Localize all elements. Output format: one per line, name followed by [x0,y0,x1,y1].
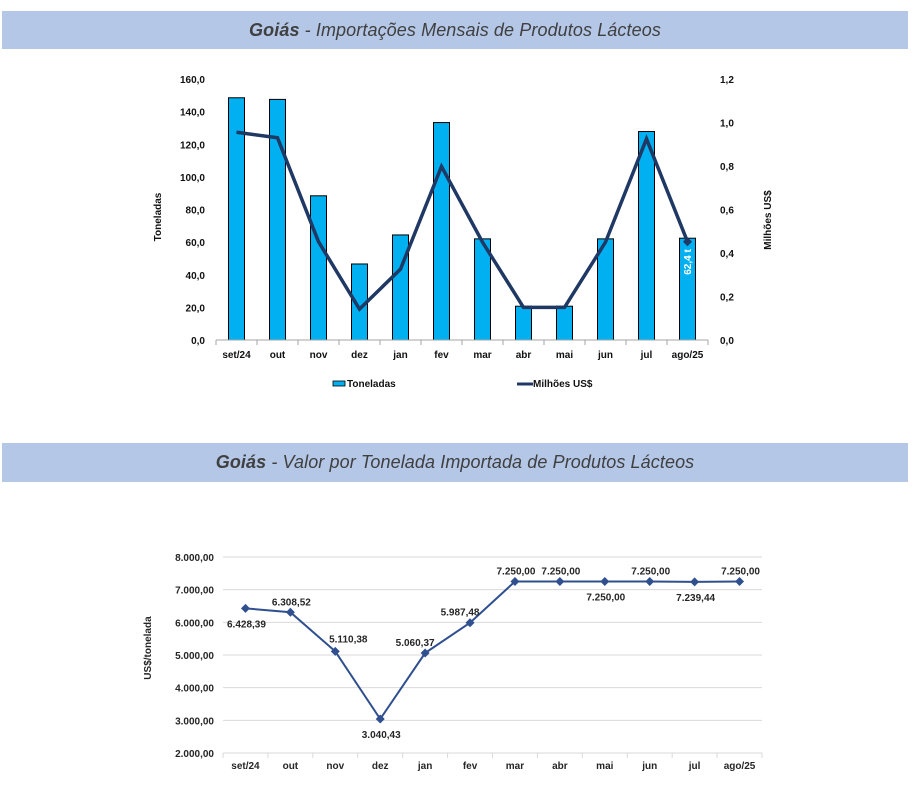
x-axis-category-label: jul [688,761,701,772]
data-point-marker [690,577,700,587]
x-axis-category-label: jan [417,761,432,772]
data-point-marker [285,607,295,617]
bar-data-label: 62,4 t [683,249,694,275]
data-point-marker [645,577,655,586]
y-axis-tick-label: 3.000,00 [175,716,214,727]
y-axis-tick-label: 2.000,00 [175,749,214,760]
x-axis-category-label: out [270,350,286,361]
data-point-label: 5.060,37 [396,638,435,649]
y-axis-tick-label: 40,0 [186,271,206,282]
y-axis-tick-label: 5.000,00 [175,651,214,662]
x-axis-category-label: set/24 [222,350,251,361]
data-point-label: 6.428,39 [227,619,266,630]
x-axis-category-label: abr [552,761,568,772]
x-axis-category-label: mai [596,761,613,772]
y-axis-tick-label: 80,0 [186,206,206,217]
y2-axis-title: Milhões US$ [763,190,774,250]
y-axis-title: Toneladas [153,192,164,241]
data-point-label: 5.110,38 [329,634,368,645]
x-axis-category-label: mar [473,350,491,361]
x-axis-category-label: jun [641,761,657,772]
x-axis-category-label: dez [372,761,389,772]
y-axis-tick-label: 140,0 [180,108,205,119]
data-point-label: 6.308,52 [272,597,311,608]
y-axis-tick-label: 4.000,00 [175,684,214,695]
bar-toneladas [310,195,327,341]
y-axis-tick-label: 160,0 [180,75,205,86]
x-axis-category-label: jan [392,350,407,361]
data-point-label: 7.250,00 [721,567,760,578]
data-point-label: 7.250,00 [541,567,580,578]
data-point-label: 5.987,48 [441,608,480,619]
y2-axis-tick-label: 0,8 [720,162,734,173]
data-point-marker [375,714,385,724]
line-us-per-ton [245,580,740,721]
x-axis-category-label: jul [640,350,653,361]
y-axis-tick-label: 6.000,00 [175,618,214,629]
data-point-marker [420,648,430,658]
y-axis-title: US$/tonelada [143,616,154,680]
x-axis-category-label: nov [310,350,328,361]
y-axis-tick-label: 100,0 [180,173,205,184]
title-text: - Importações Mensais de Produtos Lácteo… [299,19,661,40]
y-axis-tick-label: 20,0 [186,303,206,314]
data-point-label: 3.040,43 [362,730,401,741]
y-axis-tick-label: 8.000,00 [175,553,214,564]
x-axis-category-label: dez [351,350,368,361]
title-region: Goiás [215,452,267,472]
x-axis-category-label: ago/25 [672,350,704,361]
data-point-marker [465,618,475,628]
x-axis-category-label: nov [326,761,344,772]
section-title-price-per-ton: Goiás - Valor por Tonelada Importada de … [2,443,908,482]
price-per-ton-line-chart: 2.000,00 3.000,00 4.000,00 5.000,00 6.000,00… [143,553,763,772]
y-axis-tick-label: 7.000,00 [175,586,214,597]
y-axis-tick-label: 60,0 [186,238,206,249]
x-axis-category-label: ago/25 [724,761,756,772]
data-point-marker [510,577,520,586]
data-point-marker [555,577,565,586]
y2-axis-tick-label: 1,0 [720,119,734,130]
imports-combo-chart: 0,0 20,0 40,0 60,0 80,0 100,0 120,0 140,0 160,0 0… [153,75,774,390]
y2-axis-tick-label: 1,2 [720,75,734,86]
y-axis-tick-label: 120,0 [180,140,205,151]
line-end-marker [683,237,692,247]
data-point-label: 7.250,00 [496,567,535,578]
section-title-imports: Goiás - Importações Mensais de Produtos … [2,11,908,49]
title-text: - Valor por Tonelada Importada de Produt… [266,452,695,472]
x-axis-category-label: mar [506,761,524,772]
bar-toneladas [556,305,573,341]
x-axis-category-label: out [283,761,299,772]
x-axis-category-label: fev [434,350,449,361]
legend-swatch-toneladas [332,380,346,387]
data-point-label: 7.239,44 [676,593,715,604]
data-point-marker [735,577,745,586]
x-axis-category-label: abr [516,350,532,361]
data-point-label: 7.250,00 [631,567,670,578]
y2-axis-tick-label: 0,2 [720,293,734,304]
x-axis-category-label: fev [463,761,478,772]
data-point-marker [600,577,610,586]
y2-axis-tick-label: 0,4 [720,249,734,260]
bar-toneladas [433,122,450,341]
data-point-marker [330,646,340,656]
x-axis-category-label: set/24 [231,761,260,772]
data-point-marker [240,603,250,613]
legend-label-milhoes-usd: Milhões US$ [533,379,593,390]
y2-axis-tick-label: 0,0 [720,336,734,347]
line-milhoes-usd [236,130,690,312]
legend-label-toneladas: Toneladas [347,379,396,390]
data-point-label: 7.250,00 [586,593,625,604]
x-axis-category-label: mai [556,350,573,361]
bar-toneladas [638,131,655,341]
y-axis-tick-label: 0,0 [191,336,205,347]
x-axis-category-label: jun [597,350,613,361]
bar-toneladas [515,305,532,341]
y2-axis-tick-label: 0,6 [720,206,734,217]
title-region: Goiás [249,19,300,40]
